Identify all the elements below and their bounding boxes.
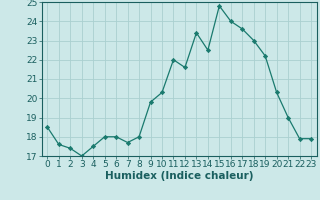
X-axis label: Humidex (Indice chaleur): Humidex (Indice chaleur) bbox=[105, 171, 253, 181]
